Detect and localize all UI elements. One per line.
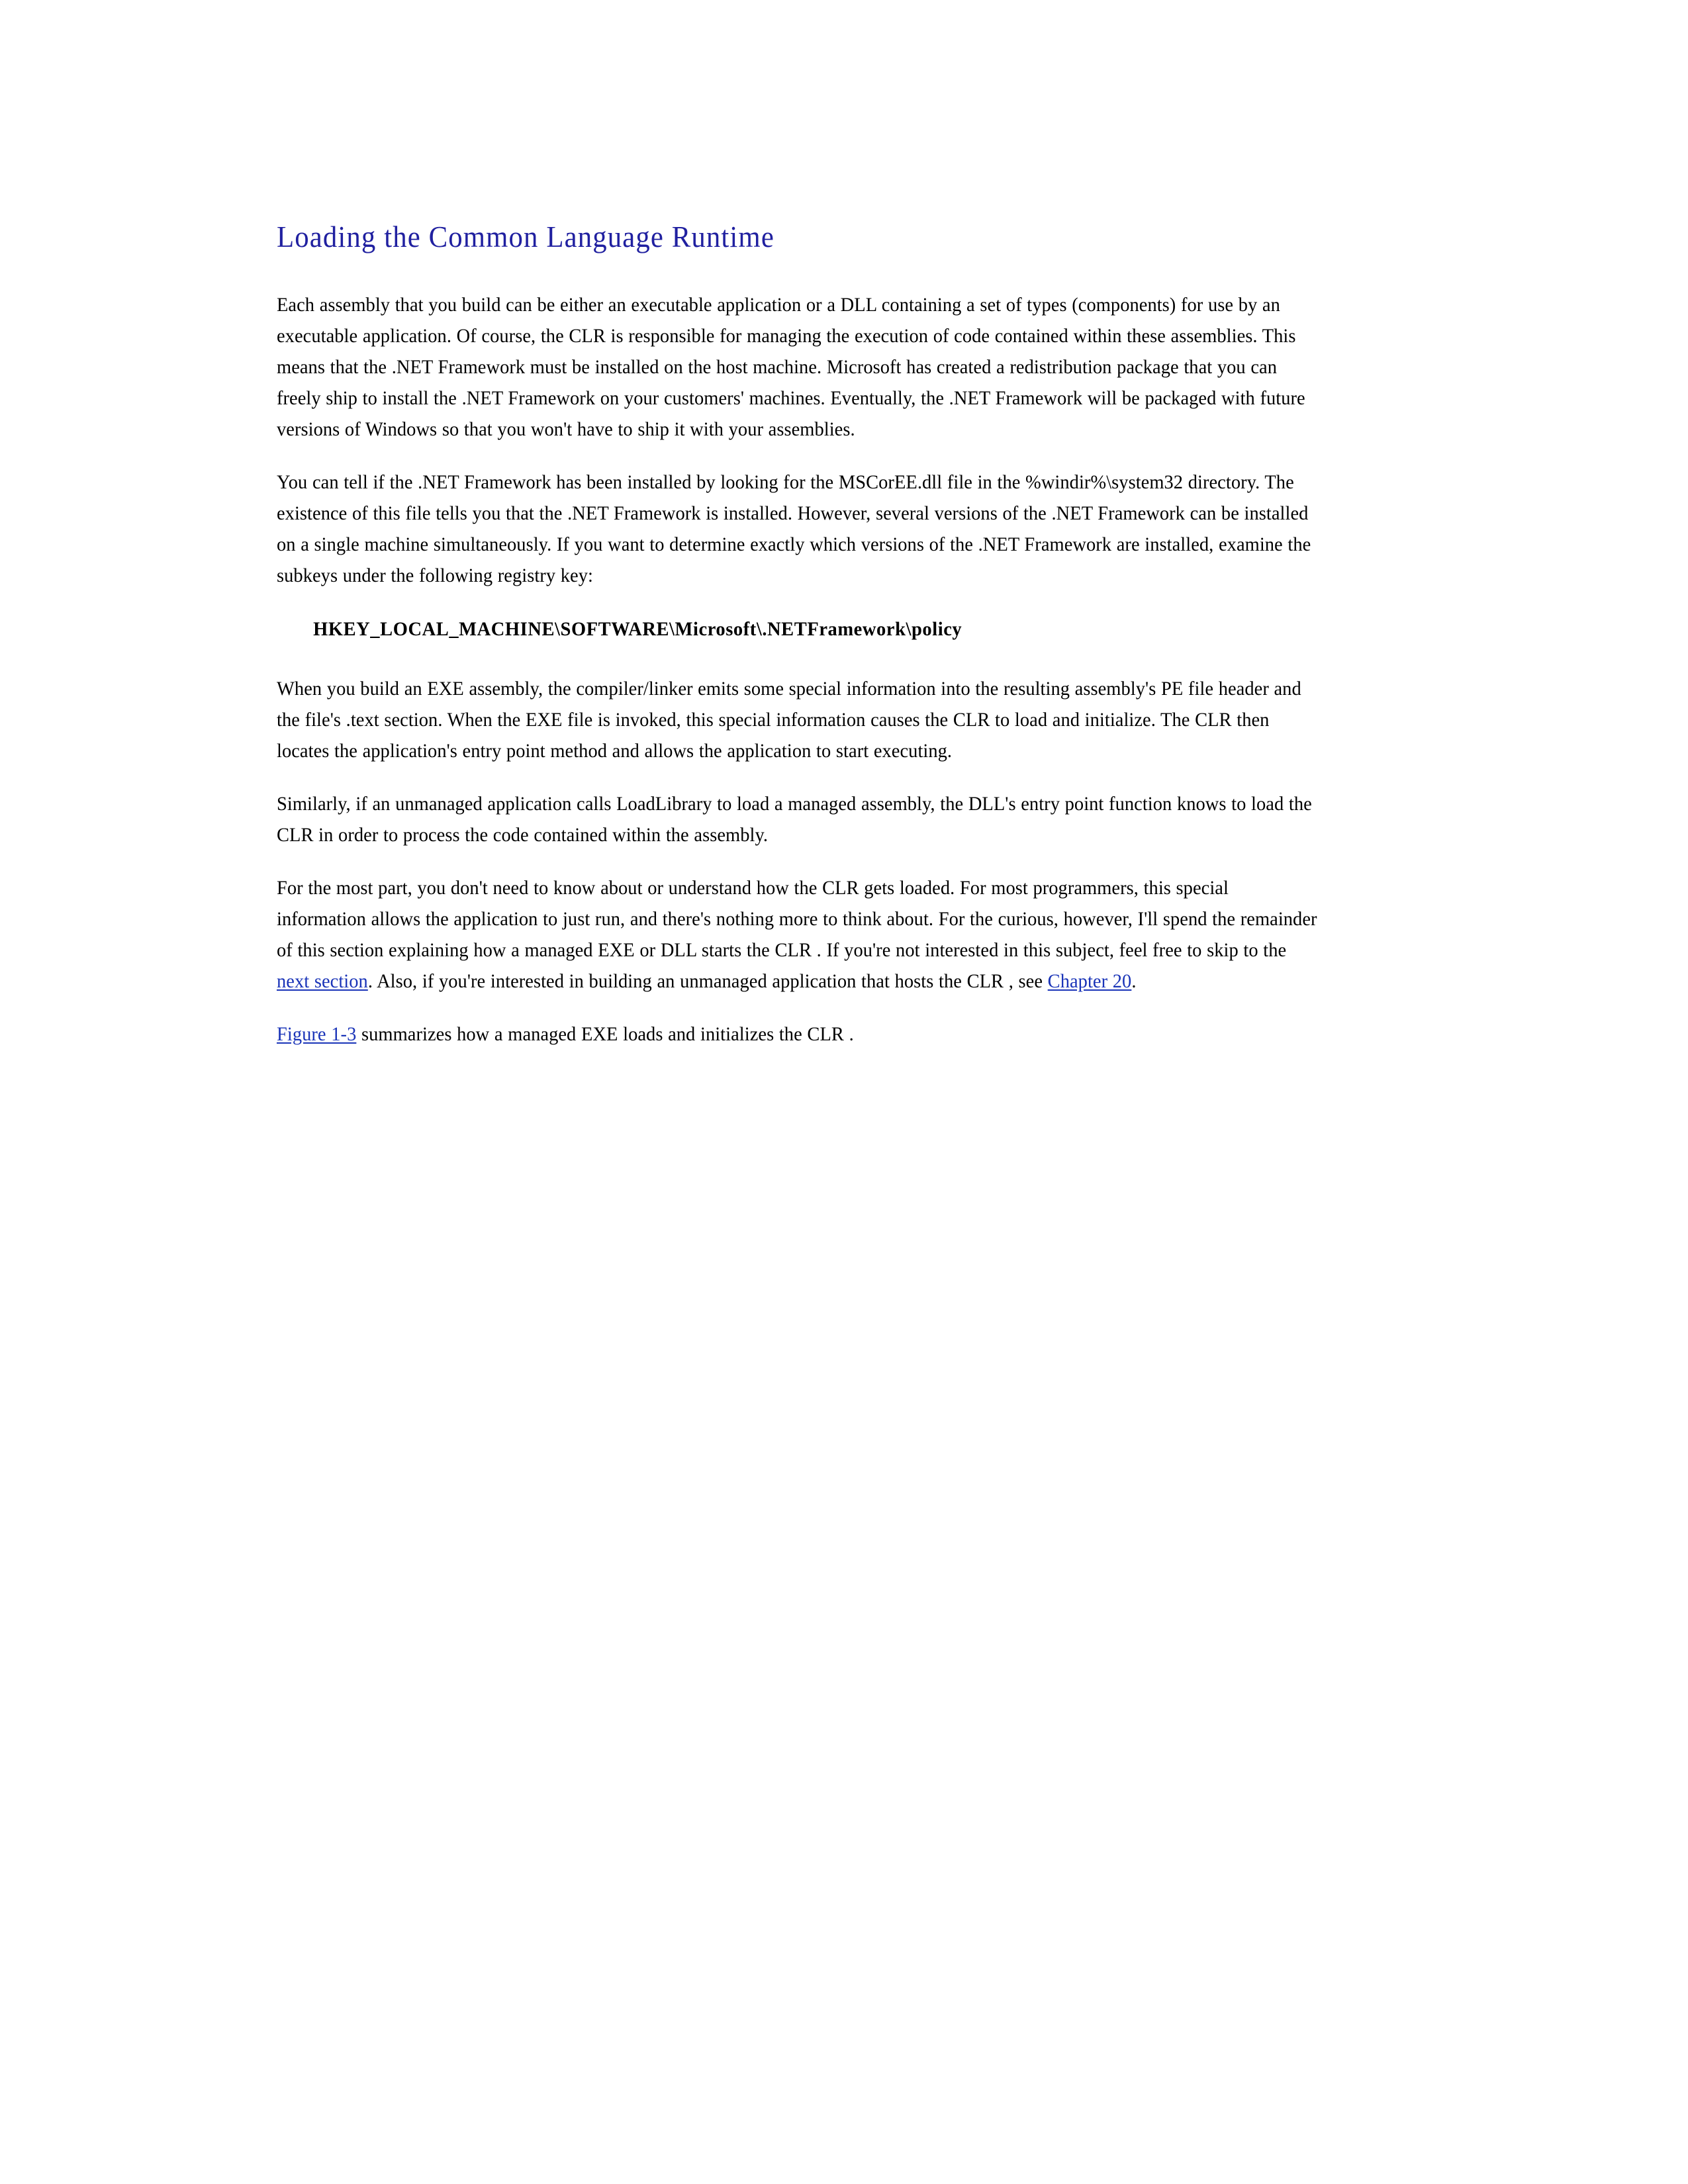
text-column: Loading the Common Language Runtime Each… [277,218,1356,1050]
paragraph-detecting-framework-install: You can tell if the .NET Framework has b… [277,472,1311,586]
link-next-section[interactable]: next section [277,971,368,992]
paragraph-text-segment-1: For the most part, you don't need to kno… [277,878,1317,961]
paragraph-loadlibrary-unmanaged: Similarly, if an unmanaged application c… [277,794,1312,846]
paragraph-text-segment-2: . Also, if you're interested in building… [367,971,1048,992]
paragraph-assemblies-and-clr: Each assembly that you build can be eith… [277,295,1305,440]
page-title: Loading the Common Language Runtime [277,220,774,253]
registry-key-path: HKEY_LOCAL_MACHINE\SOFTWARE\Microsoft\.N… [313,618,962,640]
paragraph-clr-loading-overview: For the most part, you don't need to kno… [277,873,1318,997]
link-figure-1-3[interactable]: Figure 1-3 [277,1024,357,1045]
paragraph-text-segment-3: . [1131,971,1137,992]
link-chapter-20[interactable]: Chapter 20 [1047,971,1132,992]
paragraph-figure-reference: Figure 1-3 summarizes how a managed EXE … [277,1019,1318,1050]
paragraph-exe-assembly-metadata: When you build an EXE assembly, the comp… [277,678,1301,762]
figure-reference-text: summarizes how a managed EXE loads and i… [356,1024,854,1045]
